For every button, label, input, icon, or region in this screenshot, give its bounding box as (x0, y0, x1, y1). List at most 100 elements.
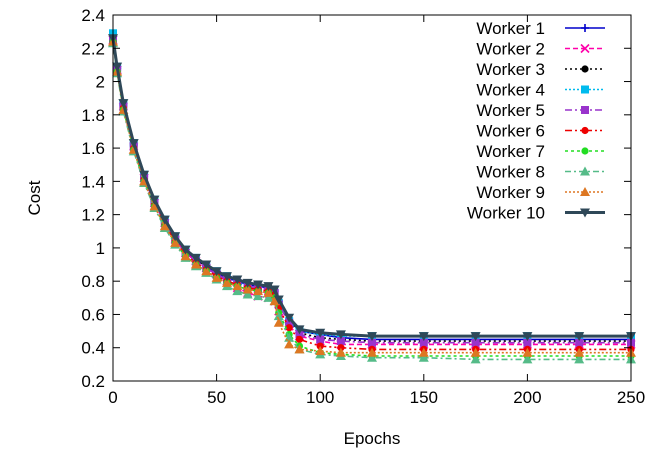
series-line (112, 41, 631, 351)
data-point (470, 354, 481, 364)
legend-entry: Worker 6 (476, 122, 605, 141)
data-point (180, 245, 191, 255)
y-tick-label: 2.4 (81, 6, 105, 25)
legend-entry: Worker 7 (476, 142, 605, 161)
data-point (211, 267, 222, 277)
x-tick-label: 100 (306, 388, 334, 407)
y-tick-label: 0.4 (81, 339, 105, 358)
legend-marker (580, 166, 590, 176)
legend-label: Worker 7 (476, 142, 545, 161)
data-point (418, 352, 429, 362)
data-point (273, 295, 284, 305)
data-point (170, 232, 181, 242)
data-point (294, 325, 305, 335)
data-point (263, 287, 274, 297)
legend-label: Worker 10 (467, 204, 545, 223)
data-point (522, 332, 533, 342)
data-point (232, 281, 243, 291)
data-point (159, 221, 170, 231)
data-point (335, 330, 346, 340)
legend-marker (581, 126, 589, 135)
series-3 (109, 36, 635, 345)
data-point (273, 311, 284, 321)
data-point (367, 347, 377, 357)
y-tick-label: 2.2 (81, 39, 105, 58)
data-point (470, 332, 481, 342)
data-point (335, 347, 346, 357)
y-tick-label: 1.6 (81, 139, 105, 158)
x-tick-label: 250 (617, 388, 645, 407)
x-tick-label: 150 (410, 388, 438, 407)
x-tick-label: 0 (108, 388, 117, 407)
data-point (315, 346, 326, 356)
data-point (574, 354, 585, 364)
data-point (118, 99, 129, 109)
data-point (263, 292, 274, 302)
axes: 0 50 100 150 200 250 0.2 0.4 0.6 0.8 1 1.2 1.4 1.6 1.8… (81, 6, 645, 407)
data-point (232, 286, 243, 296)
data-point (574, 347, 585, 357)
data-point (211, 272, 222, 282)
plot-frame (112, 14, 632, 382)
data-point (253, 291, 264, 301)
data-point (419, 338, 428, 347)
legend-marker (580, 208, 590, 218)
series-line (112, 39, 631, 346)
data-point (315, 328, 326, 338)
series-2 (108, 35, 636, 349)
data-point (112, 62, 123, 72)
legend-entry: Worker 9 (476, 183, 605, 202)
legend-label: Worker 9 (476, 183, 545, 202)
legend-marker (580, 187, 590, 196)
series-line (112, 41, 631, 354)
data-point (367, 352, 377, 362)
data-point (263, 282, 274, 292)
series-10 (108, 34, 636, 342)
legend-entry: Worker 2 (476, 40, 605, 59)
data-point (470, 347, 481, 357)
x-tick-label: 50 (207, 388, 226, 407)
data-point (190, 253, 201, 263)
series-line (112, 39, 631, 344)
data-point (418, 347, 429, 357)
legend-marker (581, 85, 589, 94)
data-point (367, 332, 377, 342)
data-point (522, 347, 533, 357)
data-point (242, 278, 253, 288)
data-point (242, 289, 253, 299)
series-5 (109, 35, 635, 347)
data-point (273, 317, 284, 327)
legend-marker (581, 147, 589, 155)
data-point (149, 195, 160, 205)
legend-entry: Worker 1 (476, 19, 605, 38)
data-point (221, 272, 232, 282)
data-point (170, 237, 181, 247)
series-line (112, 39, 631, 342)
y-axis-label: Cost (25, 180, 44, 215)
legend-marker (581, 24, 589, 32)
data-point (139, 170, 150, 180)
data-point (523, 338, 532, 347)
series-line (112, 41, 631, 357)
legend-entry: Worker 10 (467, 204, 605, 223)
data-point (368, 338, 376, 347)
data-point (180, 251, 191, 261)
y-tick-label: 0.2 (81, 372, 105, 391)
plot-lines (108, 29, 636, 364)
data-point (269, 296, 280, 306)
series-7 (109, 38, 635, 360)
y-tick-label: 0.8 (81, 272, 105, 291)
legend-marker (581, 65, 589, 73)
data-point (128, 139, 139, 149)
data-point (221, 277, 232, 287)
data-point (471, 338, 480, 347)
data-point (316, 335, 325, 344)
y-tick-label: 2 (96, 73, 105, 92)
y-tick-label: 1.8 (81, 106, 105, 125)
x-axis-label: Epochs (344, 429, 401, 448)
series-9 (108, 36, 636, 357)
legend-marker (581, 106, 589, 114)
legend-entry: Worker 8 (476, 163, 605, 182)
